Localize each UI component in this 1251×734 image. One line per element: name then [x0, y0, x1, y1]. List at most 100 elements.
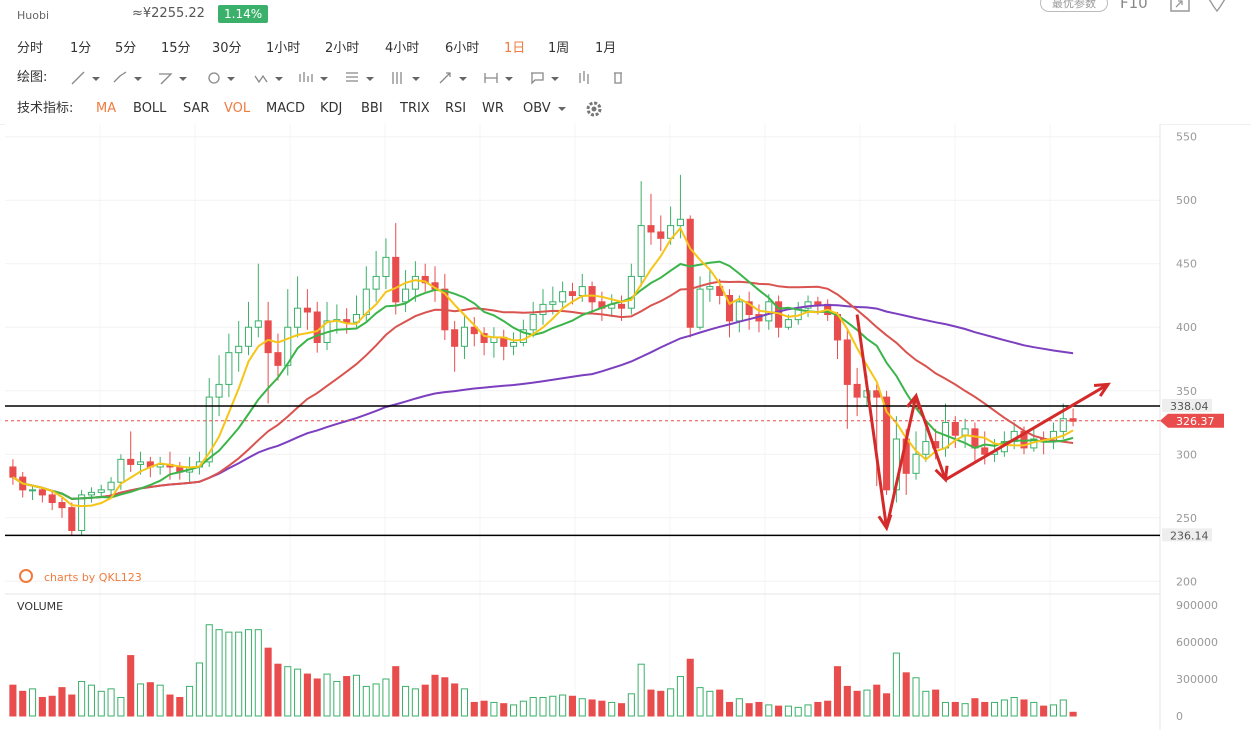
volume-bar: [225, 631, 233, 717]
volume-bar: [510, 704, 518, 717]
volume-bar: [460, 688, 469, 717]
period-tab-8[interactable]: 6小时: [445, 41, 480, 56]
arrow-tool-icon[interactable]: [437, 68, 477, 88]
candle-body: [303, 307, 311, 313]
star-icon[interactable]: [1206, 0, 1228, 17]
gann-tool-icon[interactable]: [390, 68, 430, 88]
candle-body: [48, 494, 56, 504]
candle-body: [244, 326, 253, 347]
period-tab-5[interactable]: 1小时: [266, 41, 301, 56]
candle-body: [745, 301, 753, 316]
range-tool-icon[interactable]: [483, 68, 523, 88]
obv-dropdown-icon[interactable]: [556, 99, 596, 119]
price-tick-label: 450: [1176, 258, 1197, 271]
volume-bar: [500, 703, 508, 717]
candle-body: [294, 307, 302, 328]
volume-bar: [598, 700, 606, 717]
candle-body: [87, 491, 95, 496]
period-tab-2[interactable]: 5分: [115, 41, 137, 56]
indicator-macd[interactable]: MACD: [266, 101, 305, 116]
indicator-wr[interactable]: WR: [482, 101, 504, 116]
candle-body: [519, 329, 527, 343]
volume-tick-label: 300000: [1176, 673, 1218, 686]
period-tab-10[interactable]: 1周: [548, 41, 570, 56]
note-tool-icon[interactable]: [529, 68, 569, 88]
kline-chart[interactable]: 550 500 450 400 350 300 250 200 charts by QKL123…: [0, 124, 1251, 730]
indicator-trix[interactable]: TRIX: [400, 101, 430, 116]
candle-body: [637, 225, 645, 277]
channel-tool-icon[interactable]: [157, 68, 197, 88]
expand-icon[interactable]: [1170, 0, 1190, 17]
volume-bar: [421, 684, 429, 717]
volume-bar: [519, 700, 527, 717]
pattern-tool-icon[interactable]: [298, 68, 338, 88]
volume-bar: [549, 695, 557, 717]
candle-body: [225, 352, 233, 385]
volume-bar: [480, 700, 488, 717]
volume-bar: [912, 677, 920, 717]
period-tab-6[interactable]: 2小时: [325, 41, 360, 56]
candle-body: [971, 428, 979, 449]
fib-tool-icon[interactable]: [344, 68, 384, 88]
volume-bar: [637, 663, 645, 717]
candle-body: [735, 301, 743, 322]
ray-tool-icon[interactable]: [112, 68, 152, 88]
volume-bar: [775, 705, 783, 717]
period-tab-7[interactable]: 4小时: [385, 41, 420, 56]
params-button[interactable]: 最优参数: [1040, 0, 1108, 12]
indicator-obv[interactable]: OBV: [523, 101, 551, 116]
indicator-sar[interactable]: SAR: [183, 101, 210, 116]
volume-bar: [127, 655, 135, 717]
candle-body: [784, 319, 792, 328]
indicator-kdj[interactable]: KDJ: [320, 101, 343, 116]
volume-bar: [372, 683, 380, 717]
period-tab-9[interactable]: 1日: [504, 41, 526, 56]
annotation-arrow: [855, 314, 889, 529]
annotation-arrowhead: [1093, 382, 1111, 397]
period-tab-0[interactable]: 分时: [17, 41, 44, 56]
volume-bar: [863, 689, 871, 717]
wave-tool-icon[interactable]: [253, 68, 293, 88]
volume-bar: [411, 688, 419, 717]
trash-icon[interactable]: [610, 68, 650, 88]
line-tool-icon[interactable]: [70, 68, 110, 88]
drawing-label: 绘图:: [17, 70, 48, 85]
watermark-text: charts by QKL123: [44, 571, 142, 584]
indicator-rsi[interactable]: RSI: [445, 101, 467, 116]
period-tab-1[interactable]: 1分: [70, 41, 92, 56]
gear-icon[interactable]: [584, 99, 624, 119]
volume-bar: [313, 678, 321, 717]
volume-bar: [156, 684, 164, 717]
candle-body: [951, 422, 959, 436]
volume-bar: [38, 697, 46, 717]
volume-bar: [627, 693, 635, 717]
candle-body: [274, 352, 282, 366]
volume-bar: [136, 683, 145, 717]
period-tab-4[interactable]: 30分: [212, 41, 242, 56]
period-toolbar: 分时 1分 5分 15分 30分 1小时 2小时 4小时 6小时 1日 1周 1月: [0, 34, 1251, 64]
volume-bar: [1010, 697, 1018, 717]
candle-body: [981, 447, 989, 455]
volume-bar: [755, 701, 763, 717]
circle-tool-icon[interactable]: [205, 68, 245, 88]
candle-body: [706, 286, 714, 290]
indicator-ma[interactable]: MA: [96, 101, 117, 116]
candle-body: [68, 507, 76, 531]
candle-body: [215, 383, 223, 398]
indicator-label: 技术指标:: [17, 101, 74, 116]
price-tick-label: 350: [1176, 385, 1197, 398]
candle-body: [392, 256, 400, 303]
volume-bar: [1040, 705, 1048, 717]
period-tab-3[interactable]: 15分: [161, 41, 191, 56]
indicator-boll[interactable]: BOLL: [133, 101, 167, 116]
price-tick-label: 250: [1176, 512, 1197, 525]
approx-price: ≈¥2255.22: [132, 6, 205, 21]
indicator-bbi[interactable]: BBI: [361, 101, 383, 116]
volume-bar: [58, 687, 66, 717]
indicator-vol[interactable]: VOL: [224, 101, 251, 116]
volume-bar: [294, 668, 302, 717]
candle-body: [922, 441, 930, 455]
period-tab-11[interactable]: 1月: [595, 41, 617, 56]
candle-style-icon[interactable]: [577, 68, 617, 88]
f10-button[interactable]: F10: [1120, 0, 1148, 12]
